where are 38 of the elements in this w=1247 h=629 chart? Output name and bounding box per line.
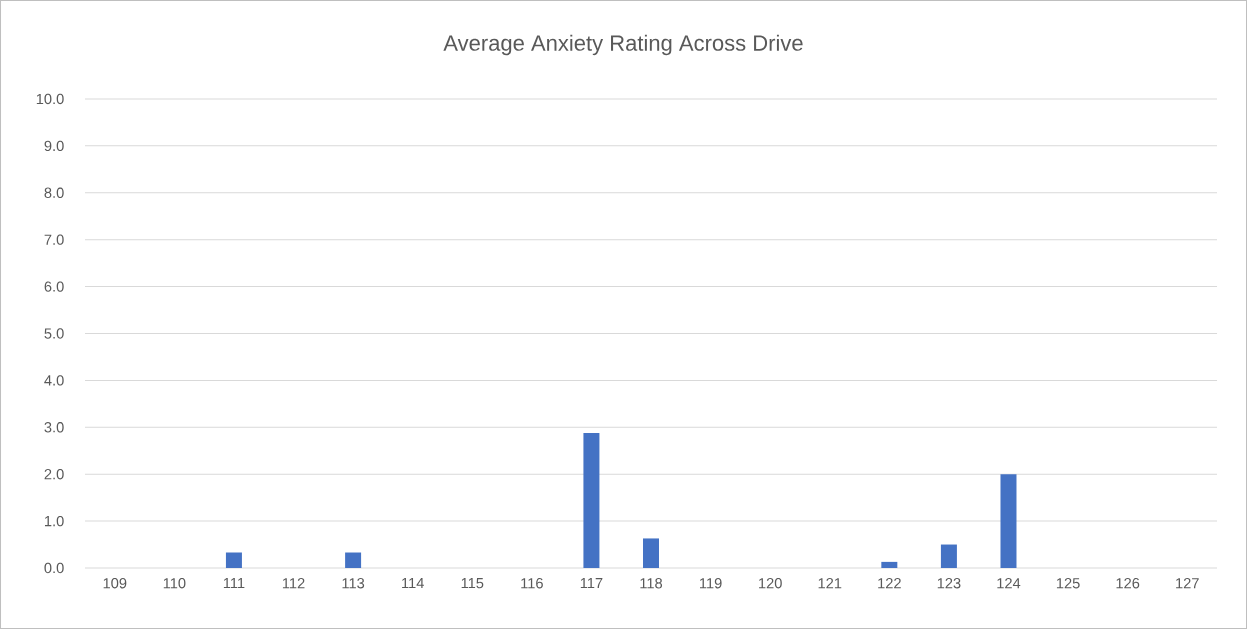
y-tick-label: 8.0 <box>44 187 64 198</box>
bar <box>345 552 362 568</box>
x-tick-label: 109 <box>103 578 127 589</box>
x-tick-label: 113 <box>342 578 365 589</box>
x-tick-label: 123 <box>937 578 961 589</box>
bar <box>940 544 957 568</box>
x-tick-label: 115 <box>461 578 484 589</box>
x-tick-label: 116 <box>521 578 543 589</box>
x-tick-label: 120 <box>759 578 782 589</box>
x-tick-label: 121 <box>818 578 842 589</box>
bar <box>881 561 898 568</box>
bar <box>643 538 659 568</box>
x-tick-label: 125 <box>1056 578 1080 589</box>
x-tick-label: 126 <box>1116 578 1140 589</box>
y-tick-label: 4.0 <box>44 375 64 386</box>
x-tick-label: 117 <box>580 578 603 589</box>
y-tick-label: 7.0 <box>44 234 64 245</box>
bar <box>225 552 242 568</box>
x-tick-label: 124 <box>997 578 1021 589</box>
x-tick-label: 112 <box>282 578 305 589</box>
chart-title: Average Anxiety Rating Across Drive <box>443 34 803 56</box>
y-tick-label: 6.0 <box>44 281 64 292</box>
x-tick-label: 119 <box>700 578 722 589</box>
x-tick-label: 122 <box>878 578 901 589</box>
x-tick-label: 127 <box>1176 578 1199 589</box>
x-tick-label: 110 <box>163 578 186 589</box>
x-tick-label: 118 <box>640 578 663 589</box>
y-tick-label: 1.0 <box>44 515 64 527</box>
y-tick-label: 9.0 <box>44 140 64 152</box>
y-tick-label: 5.0 <box>44 328 64 339</box>
y-tick-label: 2.0 <box>44 469 64 480</box>
bar <box>583 432 600 568</box>
y-tick-label: 10.0 <box>36 93 64 105</box>
y-tick-label: 0.0 <box>44 562 64 574</box>
bar <box>1000 474 1017 568</box>
x-tick-label: 111 <box>223 578 245 589</box>
y-tick-label: 3.0 <box>44 422 64 433</box>
x-tick-label: 114 <box>402 578 424 589</box>
